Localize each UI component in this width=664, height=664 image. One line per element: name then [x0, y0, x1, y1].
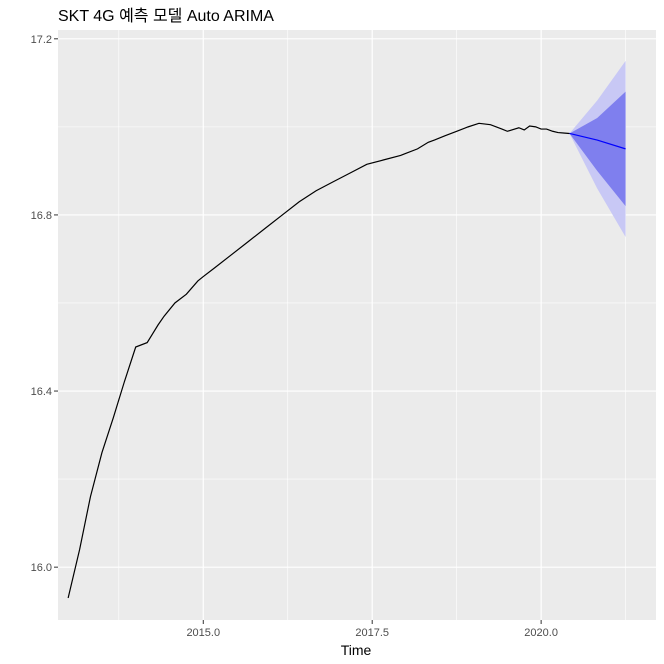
forecast-band-80-area — [569, 91, 626, 207]
x-tick-label: 2017.5 — [355, 627, 389, 639]
x-tick-label: 2015.0 — [186, 627, 220, 639]
observed-line — [67, 122, 570, 599]
grid-major — [58, 30, 656, 620]
observed-series — [67, 122, 570, 599]
y-axis: 16.0 16.4 16.8 17.2 — [31, 34, 58, 574]
grid-minor — [58, 30, 656, 620]
forecast-band-80 — [569, 91, 626, 207]
y-tick-label: 16.4 — [31, 386, 52, 398]
chart-title: SKT 4G 예측 모델 Auto ARIMA — [58, 7, 274, 25]
forecast-line — [569, 132, 626, 150]
x-axis: 2015.0 2017.5 2020.0 — [186, 620, 558, 639]
y-tick-label: 16.0 — [31, 562, 52, 574]
forecast-series — [569, 132, 626, 150]
y-tick-label: 17.2 — [31, 34, 52, 46]
y-tick-label: 16.8 — [31, 210, 52, 222]
x-axis-title: Time — [341, 642, 372, 658]
x-tick-label: 2020.0 — [524, 627, 558, 639]
plot-panel — [58, 30, 656, 620]
